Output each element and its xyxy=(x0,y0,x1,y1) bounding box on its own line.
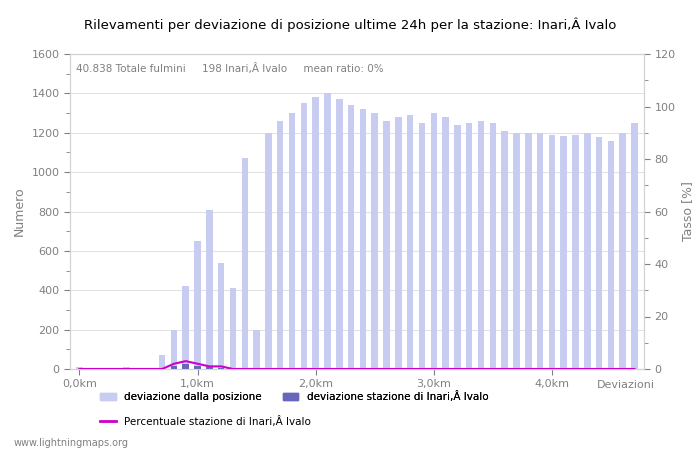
Text: Rilevamenti per deviazione di posizione ultime 24h per la stazione: Inari,Â Ival: Rilevamenti per deviazione di posizione … xyxy=(84,18,616,32)
Bar xyxy=(407,115,414,369)
Bar xyxy=(384,121,390,369)
Bar xyxy=(419,123,425,369)
Bar xyxy=(300,103,307,369)
Bar xyxy=(230,288,236,369)
Bar xyxy=(183,364,189,369)
Bar xyxy=(501,368,508,369)
Bar xyxy=(135,368,141,369)
Bar xyxy=(183,286,189,369)
Bar xyxy=(171,366,177,369)
Bar xyxy=(312,97,319,369)
Bar xyxy=(100,368,106,369)
Bar xyxy=(324,94,330,369)
Y-axis label: Tasso [%]: Tasso [%] xyxy=(681,181,694,242)
Bar xyxy=(608,140,614,369)
Bar xyxy=(549,135,555,369)
Bar xyxy=(123,367,130,369)
Bar xyxy=(454,125,461,369)
Bar xyxy=(111,368,118,369)
Bar xyxy=(348,368,354,369)
Y-axis label: Numero: Numero xyxy=(13,187,26,236)
Bar xyxy=(195,366,201,369)
Legend: deviazione dalla posizione, deviazione stazione di Inari,Â Ivalo: deviazione dalla posizione, deviazione s… xyxy=(96,387,493,406)
Bar xyxy=(265,133,272,369)
Bar xyxy=(525,133,531,369)
Bar xyxy=(620,133,626,369)
Text: www.lightningmaps.org: www.lightningmaps.org xyxy=(14,438,129,448)
Bar xyxy=(573,135,579,369)
Bar xyxy=(466,123,473,369)
Bar xyxy=(206,367,213,369)
Bar xyxy=(159,355,165,369)
Bar xyxy=(195,241,201,369)
Bar xyxy=(501,131,508,369)
Bar xyxy=(372,113,378,369)
Bar xyxy=(596,137,603,369)
Bar xyxy=(277,121,284,369)
Bar xyxy=(159,368,165,369)
Text: 40.838 Totale fulmini     198 Inari,Â Ivalo     mean ratio: 0%: 40.838 Totale fulmini 198 Inari,Â Ivalo … xyxy=(76,63,384,74)
Bar xyxy=(76,367,83,369)
Text: Deviazioni: Deviazioni xyxy=(596,380,654,390)
Bar xyxy=(218,368,225,369)
Legend: Percentuale stazione di Inari,Â Ivalo: Percentuale stazione di Inari,Â Ivalo xyxy=(96,412,316,431)
Bar xyxy=(537,133,543,369)
Bar xyxy=(360,109,366,369)
Bar xyxy=(584,133,591,369)
Bar xyxy=(395,117,402,369)
Bar xyxy=(631,123,638,369)
Bar xyxy=(147,368,153,369)
Bar xyxy=(478,121,484,369)
Bar xyxy=(88,368,95,369)
Bar xyxy=(348,105,354,369)
Bar xyxy=(442,117,449,369)
Bar xyxy=(218,263,225,369)
Bar xyxy=(241,368,248,369)
Bar xyxy=(289,113,295,369)
Bar xyxy=(206,210,213,369)
Bar xyxy=(336,99,342,369)
Bar xyxy=(241,158,248,369)
Bar xyxy=(561,136,567,369)
Bar xyxy=(513,133,519,369)
Bar xyxy=(253,329,260,369)
Bar xyxy=(430,113,437,369)
Bar xyxy=(171,329,177,369)
Bar xyxy=(489,123,496,369)
